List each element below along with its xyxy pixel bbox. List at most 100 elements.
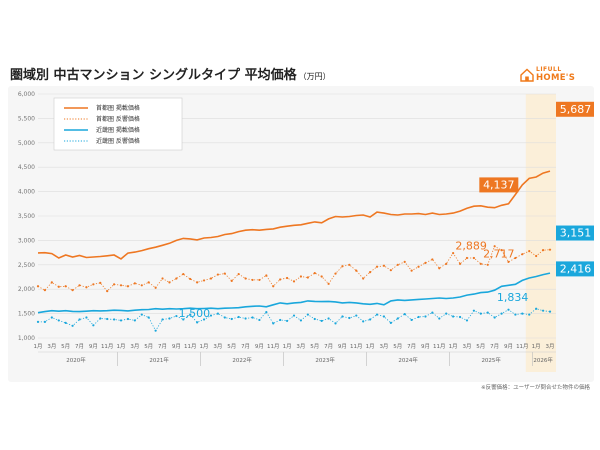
x-tick-label: 9月 bbox=[421, 343, 430, 350]
legend-label: 首都圏 反響価格 bbox=[96, 115, 140, 123]
series-point-1 bbox=[348, 263, 351, 266]
series-point-1 bbox=[486, 263, 489, 266]
series-point-3 bbox=[285, 319, 289, 323]
y-tick-label: 1,500 bbox=[18, 311, 35, 318]
x-tick-label: 3月 bbox=[47, 343, 56, 350]
series-point-3 bbox=[85, 316, 88, 319]
series-point-1 bbox=[410, 269, 413, 272]
series-point-3 bbox=[327, 317, 330, 320]
x-tick-label: 3月 bbox=[379, 343, 388, 350]
series-point-3 bbox=[279, 318, 282, 322]
series-point-3 bbox=[161, 318, 164, 321]
x-year-label: 2022年 bbox=[232, 356, 252, 364]
x-tick-label: 11月 bbox=[267, 343, 280, 350]
series-point-1 bbox=[438, 267, 441, 270]
x-tick-label: 9月 bbox=[172, 343, 181, 350]
series-point-3 bbox=[341, 315, 344, 318]
y-tick-label: 5,000 bbox=[18, 140, 35, 147]
series-point-1 bbox=[535, 254, 538, 258]
y-tick-label: 4,500 bbox=[18, 164, 35, 171]
series-point-1 bbox=[154, 286, 157, 289]
price-line-chart: 1,000 1,500 2,000 2,500 3,000 3,500 4,000 4,500… bbox=[18, 91, 595, 372]
series-point-3 bbox=[472, 309, 475, 312]
series-point-1 bbox=[369, 271, 372, 274]
x-tick-label: 7月 bbox=[490, 343, 499, 350]
x-tick-label: 3月 bbox=[130, 343, 139, 350]
annotation-box bbox=[479, 177, 519, 193]
series-point-1 bbox=[106, 290, 109, 293]
series-point-1 bbox=[119, 284, 123, 287]
series-point-3 bbox=[50, 316, 53, 319]
series-point-3 bbox=[265, 311, 268, 314]
series-point-3 bbox=[154, 329, 157, 332]
series-point-1 bbox=[424, 261, 427, 264]
series-point-1 bbox=[85, 286, 88, 289]
x-tick-label: 5月 bbox=[144, 343, 153, 350]
y-tick-label: 3,500 bbox=[18, 213, 35, 220]
series-point-1 bbox=[382, 264, 386, 267]
series-point-3 bbox=[113, 318, 116, 321]
series-point-1 bbox=[320, 275, 323, 278]
series-point-1 bbox=[161, 277, 164, 280]
series-point-3 bbox=[209, 314, 213, 317]
series-point-1 bbox=[452, 251, 455, 255]
y-tick-label: 6,000 bbox=[18, 91, 35, 98]
series-point-3 bbox=[465, 319, 469, 322]
series-point-1 bbox=[78, 284, 81, 287]
chart-title: 圏域別 中古マンション シングルタイプ 平均価格 （万円） bbox=[10, 64, 331, 83]
x-tick-label: 5月 bbox=[310, 343, 319, 350]
series-point-1 bbox=[168, 281, 171, 284]
x-tick-label: 7月 bbox=[407, 343, 416, 350]
series-point-1 bbox=[202, 279, 206, 282]
annotation-box bbox=[556, 101, 595, 117]
series-point-1 bbox=[514, 256, 517, 260]
x-tick-label: 5月 bbox=[61, 343, 70, 350]
annotation-label: 5,687 bbox=[560, 103, 592, 116]
x-tick-label: 3月 bbox=[213, 343, 222, 350]
series-point-1 bbox=[113, 283, 116, 286]
series-point-1 bbox=[479, 262, 482, 265]
y-tick-label: 4,000 bbox=[18, 189, 35, 196]
series-point-3 bbox=[452, 315, 455, 318]
x-tick-label: 1月 bbox=[283, 343, 292, 350]
series-point-1 bbox=[140, 284, 143, 287]
series-point-1 bbox=[507, 260, 510, 263]
series-point-3 bbox=[251, 316, 254, 319]
annotation-label: 2,717 bbox=[483, 248, 515, 261]
series-point-1 bbox=[472, 256, 475, 260]
series-point-3 bbox=[147, 316, 150, 319]
x-tick-label: 7月 bbox=[75, 343, 84, 350]
series-point-3 bbox=[230, 317, 233, 321]
series-point-3 bbox=[355, 314, 358, 317]
series-point-3 bbox=[175, 314, 178, 318]
x-tick-label: 3月 bbox=[462, 343, 471, 350]
annotation-label: 4,137 bbox=[483, 178, 515, 191]
series-point-3 bbox=[313, 317, 316, 321]
legend-label: 近畿圏 掲載価格 bbox=[96, 126, 140, 134]
annotation-label: 1,834 bbox=[497, 291, 529, 304]
x-tick-label: 11月 bbox=[184, 343, 197, 350]
series-point-3 bbox=[334, 322, 337, 325]
series-point-3 bbox=[424, 315, 427, 318]
series-point-3 bbox=[438, 317, 441, 320]
series-point-3 bbox=[382, 315, 386, 318]
y-tick-label: 3,000 bbox=[18, 237, 35, 244]
series-point-1 bbox=[258, 278, 261, 282]
series-point-1 bbox=[57, 285, 60, 288]
y-tick-label: 2,500 bbox=[18, 262, 35, 269]
series-point-3 bbox=[78, 318, 81, 321]
series-point-1 bbox=[292, 280, 296, 283]
series-point-1 bbox=[147, 281, 150, 284]
series-point-3 bbox=[486, 311, 489, 314]
series-point-1 bbox=[493, 245, 496, 248]
series-point-3 bbox=[320, 319, 323, 323]
series-point-1 bbox=[223, 272, 226, 275]
annotation-label: 1,500 bbox=[179, 307, 211, 320]
series-point-3 bbox=[99, 317, 102, 320]
series-point-3 bbox=[182, 318, 185, 321]
series-point-3 bbox=[140, 313, 143, 316]
series-point-3 bbox=[216, 312, 219, 315]
series-point-3 bbox=[292, 314, 296, 317]
series-point-1 bbox=[528, 250, 531, 253]
series-line-2 bbox=[37, 272, 551, 314]
